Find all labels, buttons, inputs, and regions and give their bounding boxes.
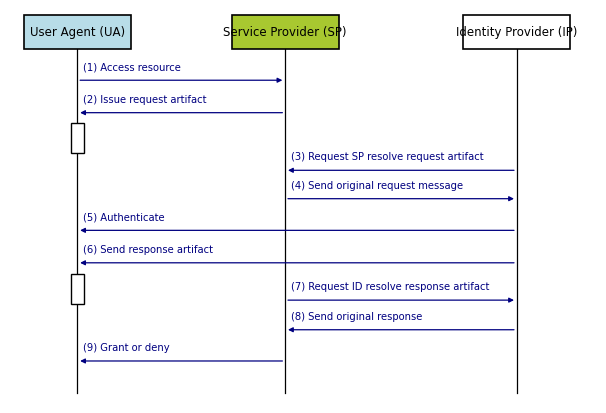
Bar — [71, 123, 84, 154]
Text: (9) Grant or deny: (9) Grant or deny — [83, 342, 170, 352]
Text: (8) Send original response: (8) Send original response — [291, 311, 422, 321]
Text: (4) Send original request message: (4) Send original request message — [291, 180, 463, 190]
Text: (5) Authenticate: (5) Authenticate — [83, 212, 165, 222]
Bar — [464, 16, 570, 50]
Text: (6) Send response artifact: (6) Send response artifact — [83, 244, 213, 254]
Text: (2) Issue request artifact: (2) Issue request artifact — [83, 95, 207, 104]
Bar — [24, 16, 131, 50]
Text: Identity Provider (IP): Identity Provider (IP) — [456, 26, 578, 39]
Text: Service Provider (SP): Service Provider (SP) — [224, 26, 347, 39]
Text: (7) Request ID resolve response artifact: (7) Request ID resolve response artifact — [291, 282, 490, 292]
Bar — [71, 275, 84, 304]
Bar — [231, 16, 339, 50]
Text: (3) Request SP resolve request artifact: (3) Request SP resolve request artifact — [291, 152, 484, 162]
Text: User Agent (UA): User Agent (UA) — [30, 26, 125, 39]
Text: (1) Access resource: (1) Access resource — [83, 62, 181, 72]
